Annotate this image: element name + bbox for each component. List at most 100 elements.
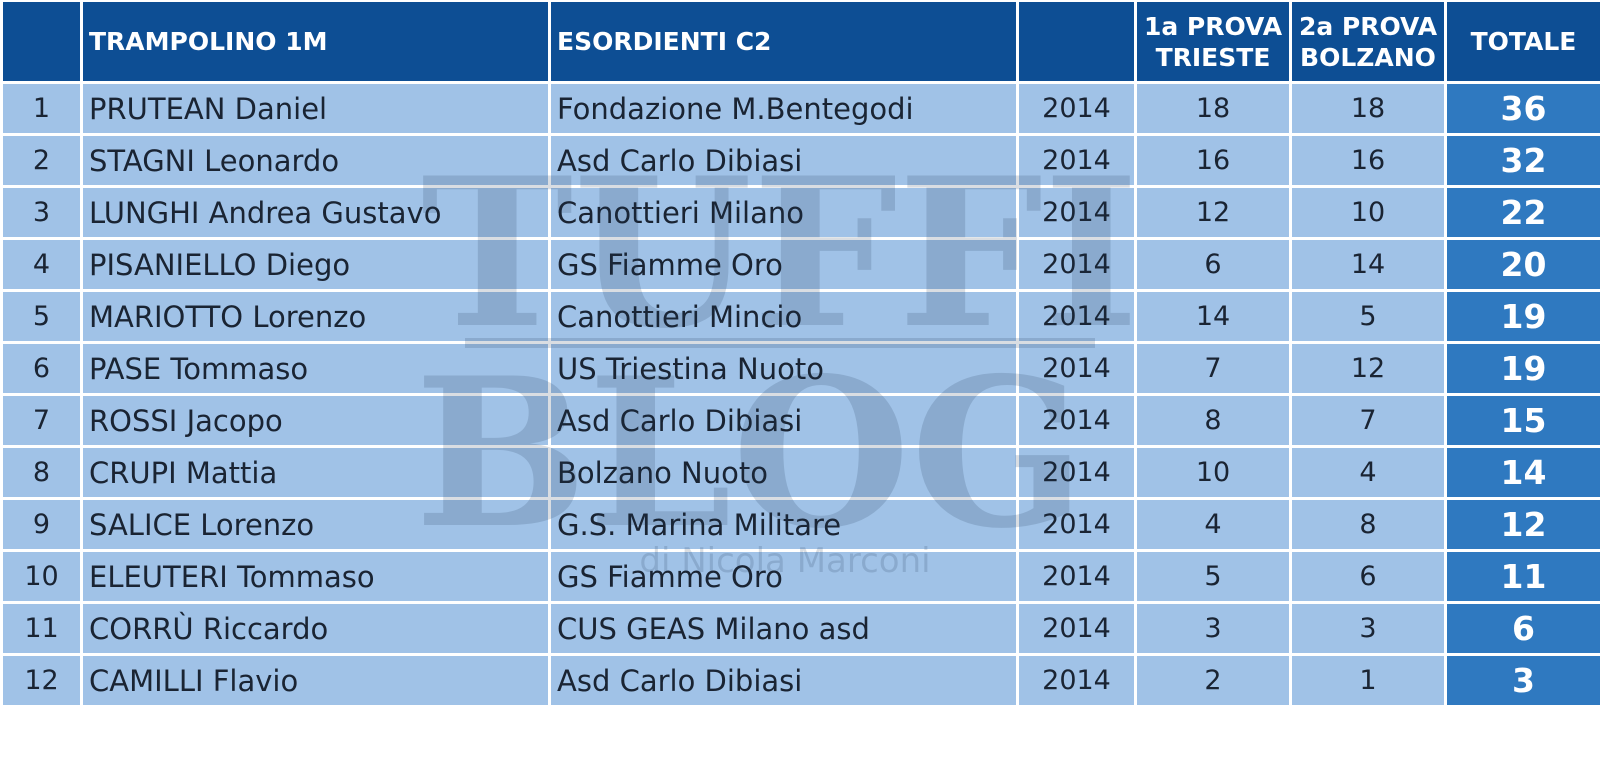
- cell-round-1-score: 14: [1134, 289, 1292, 344]
- cell-round-1-score: 18: [1134, 81, 1292, 136]
- cell-round-1-score: 12: [1134, 185, 1292, 240]
- cell-athlete-name: ROSSI Jacopo: [80, 393, 551, 448]
- cell-birth-year: 2014: [1016, 237, 1137, 292]
- cell-position: 6: [0, 341, 83, 396]
- cell-club: Canottieri Milano: [548, 185, 1019, 240]
- cell-position: 10: [0, 549, 83, 604]
- table-header: TRAMPOLINO 1M ESORDIENTI C2 1a PROVA TRI…: [0, 0, 1600, 84]
- cell-athlete-name: CAMILLI Flavio: [80, 653, 551, 708]
- cell-total-score: 19: [1444, 289, 1600, 344]
- cell-birth-year: 2014: [1016, 445, 1137, 500]
- table-row: 4 PISANIELLO Diego GS Fiamme Oro 2014 6 14 20: [0, 237, 1600, 292]
- cell-total-score: 22: [1444, 185, 1600, 240]
- ranking-table: TRAMPOLINO 1M ESORDIENTI C2 1a PROVA TRI…: [0, 0, 1600, 708]
- cell-round-2-score: 4: [1289, 445, 1447, 500]
- header-round-2-line1: 2a PROVA: [1298, 11, 1438, 41]
- cell-total-score: 32: [1444, 133, 1600, 188]
- cell-club: Asd Carlo Dibiasi: [548, 653, 1019, 708]
- cell-club: Canottieri Mincio: [548, 289, 1019, 344]
- table-row: 1 PRUTEAN Daniel Fondazione M.Bentegodi 201…: [0, 81, 1600, 136]
- cell-round-1-score: 16: [1134, 133, 1292, 188]
- header-row: TRAMPOLINO 1M ESORDIENTI C2 1a PROVA TRI…: [0, 0, 1600, 84]
- cell-total-score: 12: [1444, 497, 1600, 552]
- header-category: ESORDIENTI C2: [548, 0, 1019, 84]
- cell-total-score: 3: [1444, 653, 1600, 708]
- cell-athlete-name: CORRÙ Riccardo: [80, 601, 551, 656]
- cell-round-1-score: 6: [1134, 237, 1292, 292]
- cell-round-2-score: 14: [1289, 237, 1447, 292]
- cell-total-score: 36: [1444, 81, 1600, 136]
- cell-athlete-name: PISANIELLO Diego: [80, 237, 551, 292]
- cell-round-1-score: 5: [1134, 549, 1292, 604]
- cell-position: 2: [0, 133, 83, 188]
- cell-birth-year: 2014: [1016, 341, 1137, 396]
- cell-total-score: 6: [1444, 601, 1600, 656]
- cell-round-2-score: 10: [1289, 185, 1447, 240]
- table-row: 10 ELEUTERI Tommaso GS Fiamme Oro 2014 5 6 11: [0, 549, 1600, 604]
- cell-position: 8: [0, 445, 83, 500]
- cell-round-2-score: 5: [1289, 289, 1447, 344]
- header-round-1: 1a PROVA TRIESTE: [1134, 0, 1292, 84]
- cell-position: 11: [0, 601, 83, 656]
- cell-birth-year: 2014: [1016, 653, 1137, 708]
- cell-club: GS Fiamme Oro: [548, 549, 1019, 604]
- cell-position: 9: [0, 497, 83, 552]
- cell-club: G.S. Marina Militare: [548, 497, 1019, 552]
- cell-club: Asd Carlo Dibiasi: [548, 393, 1019, 448]
- cell-athlete-name: PASE Tommaso: [80, 341, 551, 396]
- header-round-2-line2: BOLZANO: [1300, 42, 1436, 72]
- cell-position: 4: [0, 237, 83, 292]
- cell-athlete-name: STAGNI Leonardo: [80, 133, 551, 188]
- header-event: TRAMPOLINO 1M: [80, 0, 551, 84]
- cell-round-1-score: 4: [1134, 497, 1292, 552]
- header-round-2: 2a PROVA BOLZANO: [1289, 0, 1447, 84]
- table-row: 5 MARIOTTO Lorenzo Canottieri Mincio 2014 14…: [0, 289, 1600, 344]
- cell-round-2-score: 3: [1289, 601, 1447, 656]
- cell-round-1-score: 7: [1134, 341, 1292, 396]
- cell-athlete-name: MARIOTTO Lorenzo: [80, 289, 551, 344]
- cell-total-score: 11: [1444, 549, 1600, 604]
- cell-club: Fondazione M.Bentegodi: [548, 81, 1019, 136]
- cell-total-score: 20: [1444, 237, 1600, 292]
- cell-athlete-name: LUNGHI Andrea Gustavo: [80, 185, 551, 240]
- header-round-1-line1: 1a PROVA: [1143, 11, 1283, 41]
- cell-birth-year: 2014: [1016, 289, 1137, 344]
- table-row: 2 STAGNI Leonardo Asd Carlo Dibiasi 2014 16 1…: [0, 133, 1600, 188]
- cell-total-score: 14: [1444, 445, 1600, 500]
- cell-round-2-score: 8: [1289, 497, 1447, 552]
- cell-position: 3: [0, 185, 83, 240]
- cell-total-score: 19: [1444, 341, 1600, 396]
- header-year: [1016, 0, 1137, 84]
- header-position: [0, 0, 83, 84]
- cell-athlete-name: SALICE Lorenzo: [80, 497, 551, 552]
- cell-round-2-score: 18: [1289, 81, 1447, 136]
- cell-round-1-score: 10: [1134, 445, 1292, 500]
- cell-round-1-score: 2: [1134, 653, 1292, 708]
- cell-club: CUS GEAS Milano asd: [548, 601, 1019, 656]
- cell-birth-year: 2014: [1016, 133, 1137, 188]
- table-row: 7 ROSSI Jacopo Asd Carlo Dibiasi 2014 8 7 15: [0, 393, 1600, 448]
- cell-round-1-score: 3: [1134, 601, 1292, 656]
- header-round-1-line2: TRIESTE: [1155, 42, 1271, 72]
- cell-round-2-score: 1: [1289, 653, 1447, 708]
- cell-club: US Triestina Nuoto: [548, 341, 1019, 396]
- cell-athlete-name: ELEUTERI Tommaso: [80, 549, 551, 604]
- cell-round-2-score: 12: [1289, 341, 1447, 396]
- cell-round-2-score: 6: [1289, 549, 1447, 604]
- header-total: TOTALE: [1444, 0, 1600, 84]
- cell-club: GS Fiamme Oro: [548, 237, 1019, 292]
- cell-birth-year: 2014: [1016, 549, 1137, 604]
- cell-position: 5: [0, 289, 83, 344]
- cell-round-1-score: 8: [1134, 393, 1292, 448]
- cell-position: 1: [0, 81, 83, 136]
- cell-birth-year: 2014: [1016, 601, 1137, 656]
- table-row: 11 CORRÙ Riccardo CUS GEAS Milano asd 2014 3…: [0, 601, 1600, 656]
- table-row: 9 SALICE Lorenzo G.S. Marina Militare 2014 4…: [0, 497, 1600, 552]
- cell-club: Bolzano Nuoto: [548, 445, 1019, 500]
- cell-round-2-score: 16: [1289, 133, 1447, 188]
- cell-birth-year: 2014: [1016, 497, 1137, 552]
- table-row: 12 CAMILLI Flavio Asd Carlo Dibiasi 2014 2 1 3: [0, 653, 1600, 708]
- cell-total-score: 15: [1444, 393, 1600, 448]
- table-row: 8 CRUPI Mattia Bolzano Nuoto 2014 10 4 14: [0, 445, 1600, 500]
